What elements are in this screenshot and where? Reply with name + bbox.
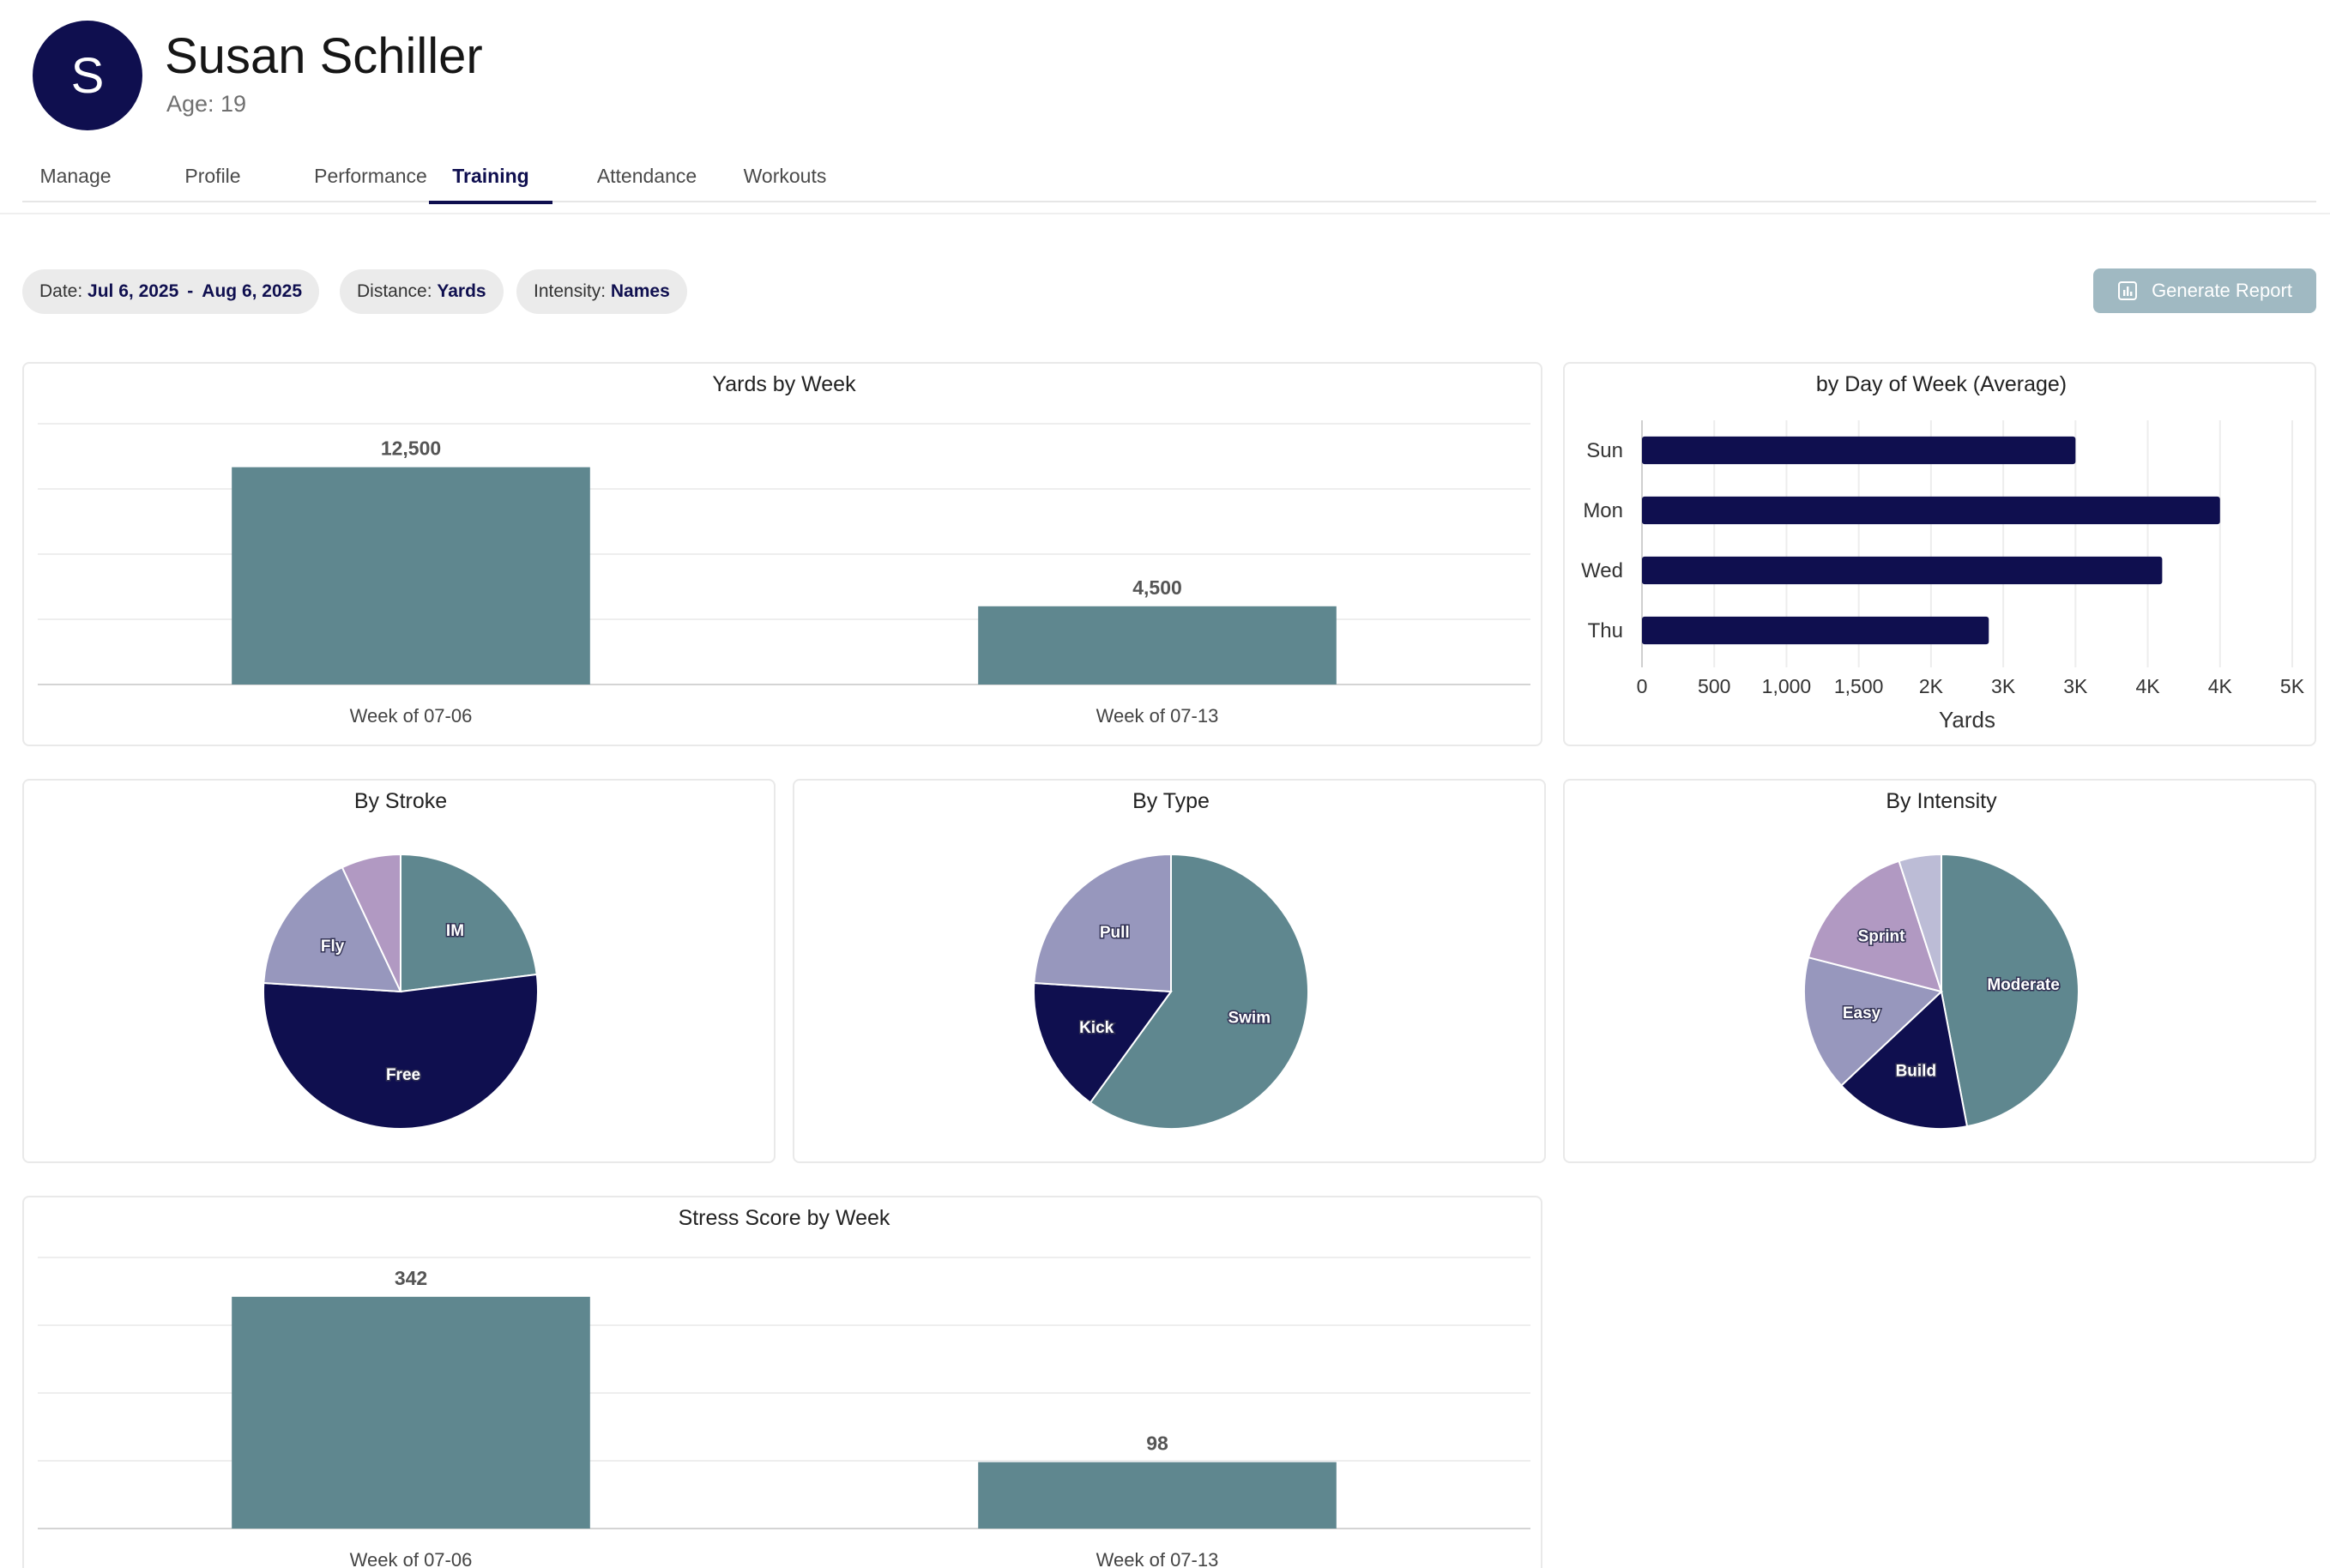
avatar: S	[33, 21, 142, 130]
yards-by-week-value-label: 12,500	[381, 437, 441, 460]
by-intensity-title: By Intensity	[1886, 789, 1997, 813]
by-intensity-card: By Intensity Moderate Build Easy Sprint	[1563, 779, 2316, 1163]
by-type-slice	[1089, 853, 1309, 1130]
tab-attendance[interactable]: Attendance	[596, 165, 697, 187]
by-type-slice-label: Pull	[1100, 924, 1130, 942]
yards-by-week-title: Yards by Week	[712, 372, 856, 396]
day-of-week-chart: by Day of Week (Average) 0 500 1,000 1,500 2K…	[1581, 372, 2305, 733]
stress-by-week-category-label: Week of 07-06	[350, 1549, 473, 1568]
bar-chart-icon	[2118, 281, 2138, 300]
generate-report-label: Generate Report	[2152, 280, 2292, 301]
tab-training[interactable]: Training	[429, 165, 552, 204]
stress-by-week-title: Stress Score by Week	[679, 1206, 890, 1230]
stress-by-week-card: Stress Score by Week 342 Week of 07-06 98 We…	[22, 1196, 1542, 1568]
day-of-week-category-label: Mon	[1583, 499, 1623, 522]
day-of-week-category-label: Wed	[1581, 559, 1623, 582]
generate-report-button[interactable]: Generate Report	[2093, 268, 2316, 313]
by-type-slice-label: Swim	[1228, 1010, 1271, 1028]
day-of-week-bar	[1642, 616, 1989, 645]
by-stroke-slice	[341, 853, 401, 992]
day-of-week-category-label: Sun	[1586, 439, 1623, 462]
by-stroke-slice-label: Fly	[321, 938, 345, 956]
day-of-week-tick-label: 2K	[1919, 675, 1944, 697]
day-of-week-bar	[1642, 496, 2220, 525]
day-of-week-card: by Day of Week (Average) 0 500 1,000 1,500 2K…	[1563, 362, 2316, 746]
by-intensity-slice-label: Sprint	[1858, 927, 1906, 945]
by-stroke-slice-label: IM	[446, 922, 464, 940]
by-intensity-slice-label: Build	[1896, 1062, 1937, 1080]
athlete-name: Susan Schiller	[165, 28, 483, 84]
by-stroke-slice	[263, 973, 539, 1131]
by-stroke-title: By Stroke	[354, 789, 447, 813]
day-of-week-tick-label: 500	[1698, 675, 1730, 697]
by-intensity-slice	[1898, 853, 1942, 992]
by-stroke-slice-label: Free	[386, 1066, 420, 1084]
day-of-week-bar	[1642, 556, 2163, 585]
day-of-week-tick-label: 3K	[1991, 675, 2016, 697]
yards-by-week-value-label: 4,500	[1132, 576, 1182, 599]
by-type-card: By Type Swim Kick Pull	[793, 779, 1546, 1163]
athlete-age: Age: 19	[166, 91, 247, 117]
stress-by-week-bar	[232, 1296, 590, 1529]
by-stroke-slice	[263, 865, 402, 993]
yards-by-week-bar	[978, 606, 1337, 684]
by-type-chart: By Type Swim Kick Pull	[1033, 789, 1309, 1130]
yards-by-week-bar	[232, 467, 590, 684]
stress-by-week-value-label: 342	[395, 1267, 427, 1289]
date-filter-end: Aug 6, 2025	[202, 281, 303, 301]
stress-by-week-value-label: 98	[1146, 1432, 1168, 1455]
intensity-filter-label: Intensity:	[534, 281, 607, 301]
yards-by-week-category-label: Week of 07-06	[350, 705, 473, 727]
header-divider	[0, 213, 2330, 214]
date-filter-separator: -	[187, 281, 194, 301]
date-filter-label: Date:	[39, 281, 83, 301]
by-intensity-slice	[1807, 859, 1943, 993]
day-of-week-tick-label: 0	[1637, 675, 1648, 697]
by-stroke-card: By Stroke IM Free Fly	[22, 779, 776, 1163]
athlete-header: S Susan Schiller Age: 19	[33, 19, 633, 132]
by-intensity-slice	[1839, 990, 1969, 1130]
distance-filter-value: Yards	[437, 281, 486, 301]
yards-by-week-category-label: Week of 07-13	[1096, 705, 1219, 727]
by-stroke-slice	[400, 853, 538, 993]
day-of-week-tick-label: 5K	[2280, 675, 2305, 697]
by-type-slice-label: Kick	[1079, 1019, 1114, 1037]
stress-by-week-chart: Stress Score by Week 342 Week of 07-06 98 We…	[38, 1206, 1530, 1568]
distance-filter-label: Distance:	[357, 281, 432, 301]
by-intensity-slice	[1803, 956, 1944, 1087]
tab-bar: Manage Profile Performance Training Atte…	[22, 151, 2316, 204]
intensity-filter-value: Names	[610, 281, 670, 301]
day-of-week-axis-label: Yards	[1939, 707, 1995, 733]
intensity-filter-chip[interactable]: Intensity: Names	[516, 269, 687, 314]
day-of-week-tick-label: 3K	[2063, 675, 2088, 697]
stress-by-week-bar	[978, 1462, 1337, 1529]
by-intensity-chart: By Intensity Moderate Build Easy Sprint	[1803, 789, 2079, 1130]
yards-by-week-card: Yards by Week 12,500 Week of 07-06 4,500 Wee…	[22, 362, 1542, 746]
day-of-week-title: by Day of Week (Average)	[1816, 372, 2067, 396]
day-of-week-tick-label: 4K	[2135, 675, 2160, 697]
day-of-week-bar	[1642, 436, 2076, 465]
by-type-title: By Type	[1132, 789, 1210, 813]
date-filter-start: Jul 6, 2025	[88, 281, 179, 301]
distance-filter-chip[interactable]: Distance: Yards	[340, 269, 504, 314]
by-stroke-chart: By Stroke IM Free Fly	[263, 789, 539, 1131]
by-type-slice	[1033, 981, 1173, 1104]
tab-performance[interactable]: Performance	[314, 165, 427, 187]
tab-profile[interactable]: Profile	[184, 165, 241, 187]
by-intensity-slice	[1941, 853, 2079, 1128]
day-of-week-tick-label: 1,500	[1834, 675, 1884, 697]
day-of-week-tick-label: 4K	[2208, 675, 2233, 697]
yards-by-week-chart: Yards by Week 12,500 Week of 07-06 4,500 Wee…	[38, 372, 1530, 727]
stress-by-week-category-label: Week of 07-13	[1096, 1549, 1219, 1568]
date-filter-chip[interactable]: Date: Jul 6, 2025 - Aug 6, 2025	[22, 269, 320, 314]
tab-manage[interactable]: Manage	[39, 165, 112, 187]
day-of-week-category-label: Thu	[1588, 619, 1623, 642]
by-intensity-slice-label: Moderate	[1987, 976, 2059, 994]
day-of-week-tick-label: 1,000	[1762, 675, 1812, 697]
by-intensity-slice-label: Easy	[1843, 1004, 1881, 1022]
by-type-slice	[1033, 853, 1172, 993]
tab-workouts[interactable]: Workouts	[743, 165, 827, 187]
